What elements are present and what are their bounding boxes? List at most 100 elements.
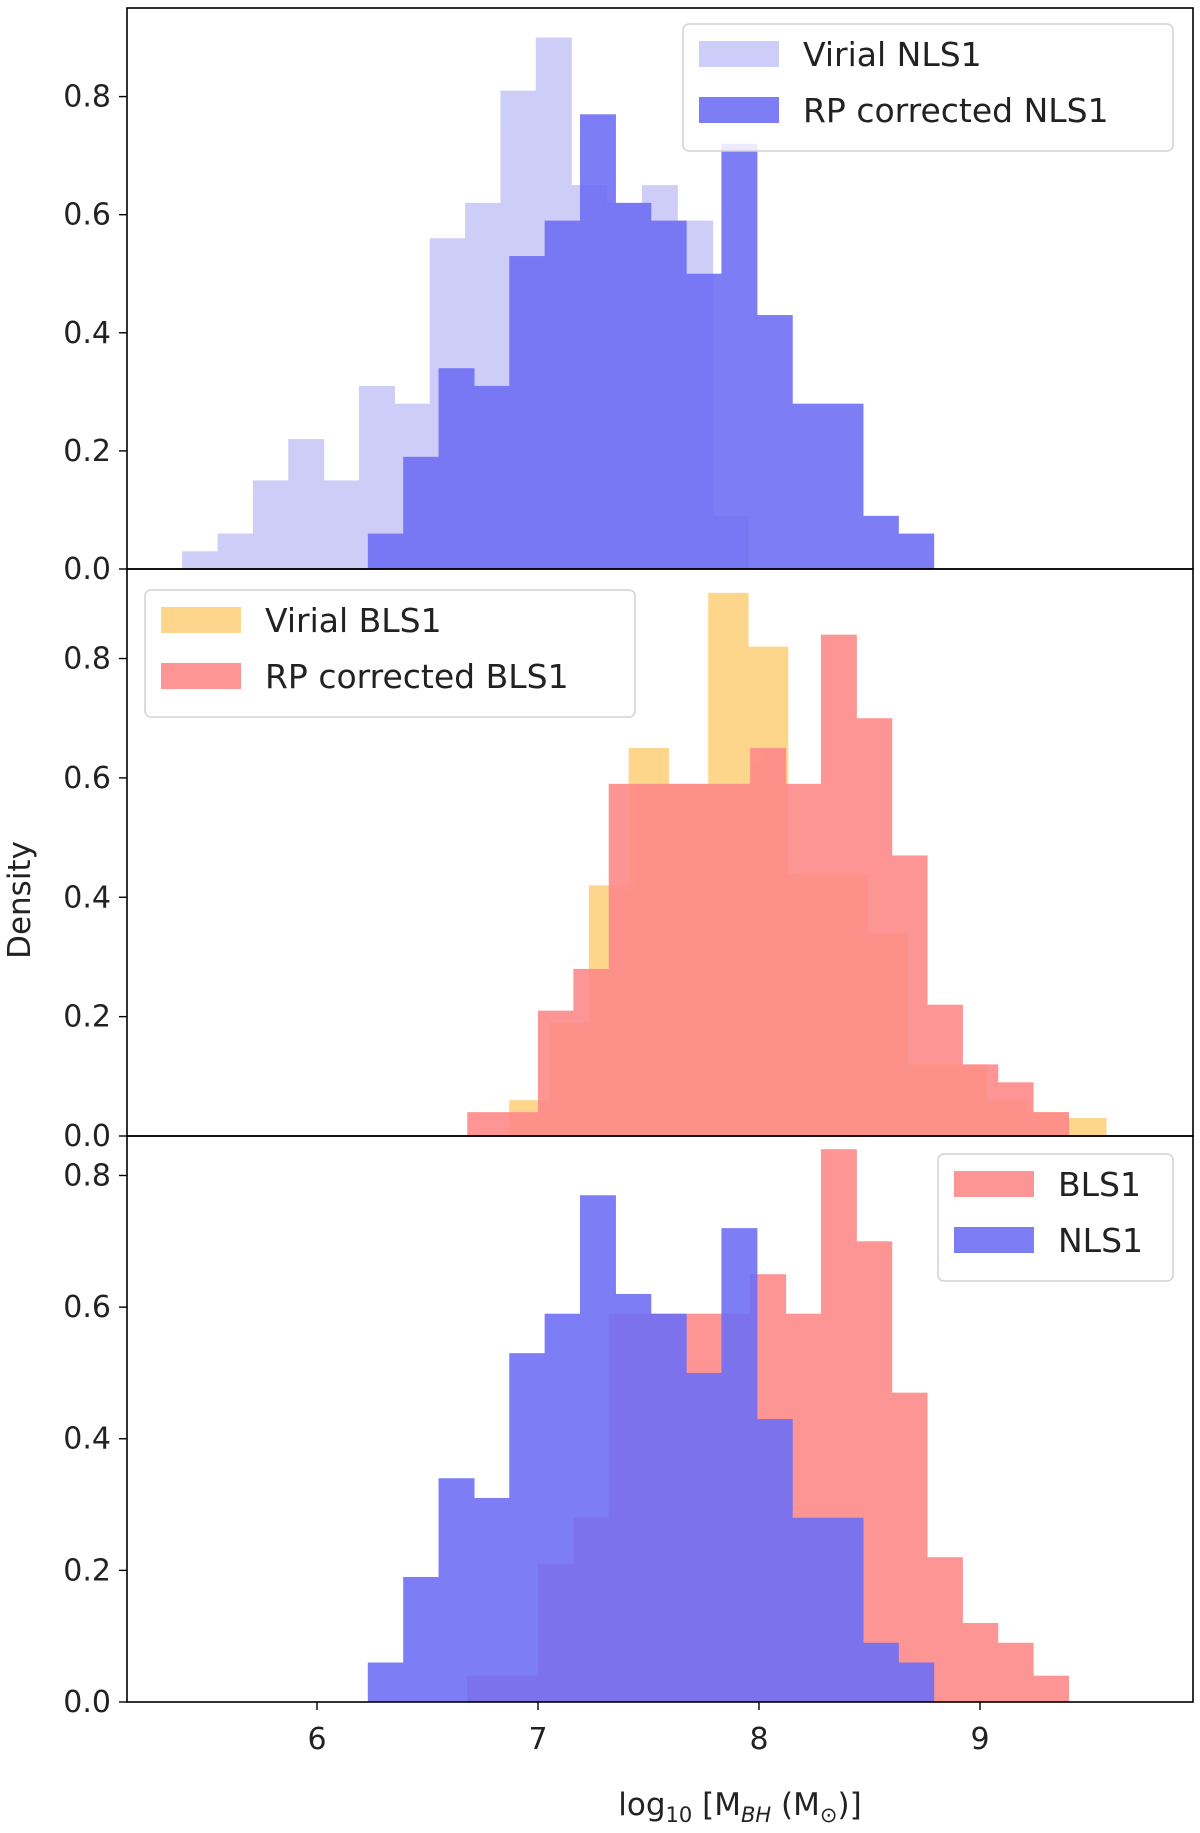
y-ticks: 0.0 0.2 0.4 0.6 0.8 [63,80,127,587]
y-tick-label: 0.6 [63,1290,111,1325]
y-tick-label: 0.8 [63,642,111,677]
bar [792,1517,829,1702]
bar [608,783,645,1136]
bar [827,403,864,569]
y-tick-label: 0.8 [63,80,111,115]
legend-frame [682,23,1174,152]
bar [650,1313,687,1702]
x-tick-label: 6 [307,1722,326,1757]
legend-swatch [954,1171,1034,1197]
bar [217,533,254,569]
legend-label: RP corrected BLS1 [265,657,569,696]
y-tick-label: 0.4 [63,880,111,915]
bar [438,1478,475,1702]
y-tick-label: 0.0 [63,1119,111,1154]
y-tick-label: 0.4 [63,316,111,351]
bar [615,1293,652,1702]
panel-bottom: 0.0 0.2 0.4 0.6 0.8 BLS1 NLS1 [63,1135,1194,1720]
bar [438,368,475,569]
bar [538,1010,574,1136]
bar [785,783,822,1136]
bar [926,1004,963,1136]
bar [891,855,928,1136]
bar [898,1662,935,1702]
legend: Virial BLS1 RP corrected BLS1 [144,589,636,718]
panel-middle: 0.0 0.2 0.4 0.6 0.8 Virial BLS1 RP corrected B… [63,568,1194,1154]
bar [367,533,404,569]
bar [615,202,652,569]
bar [721,1228,758,1702]
bar [756,1419,793,1702]
legend: BLS1 NLS1 [937,1153,1174,1282]
y-tick-label: 0.2 [63,434,111,469]
bar [650,220,687,569]
bar [686,1372,723,1702]
bar [1033,1112,1069,1136]
bar [502,1112,539,1136]
y-tick-label: 0.2 [63,1000,111,1035]
y-tick-label: 0.6 [63,198,111,233]
legend: Virial NLS1 RP corrected NLS1 [682,23,1174,152]
bar [898,533,935,569]
bar [962,1064,999,1136]
bar [997,1082,1034,1136]
series-1 [367,114,935,569]
legend-label: Virial BLS1 [265,601,442,640]
bar [644,783,681,1136]
y-ticks: 0.0 0.2 0.4 0.6 0.8 [63,642,127,1154]
y-tick-label: 0.0 [63,552,111,587]
bar [862,515,899,569]
bar [862,1642,899,1702]
bar [509,1353,546,1702]
legend-swatch [954,1227,1034,1253]
y-tick-label: 0.8 [63,1158,111,1193]
bar [252,480,289,569]
legend-frame [144,589,636,718]
x-tick-label: 7 [528,1722,547,1757]
bar [473,385,510,569]
bar [182,551,219,569]
bar [403,456,440,569]
bar [721,143,758,569]
x-axis-label: log10 [MBH (M⊙)] [618,1787,861,1827]
bar [509,256,546,569]
bar [997,1642,1034,1702]
bar [367,1662,404,1702]
y-tick-label: 0.2 [63,1553,111,1588]
x-tick-label: 9 [970,1722,989,1757]
x-tick-label: 8 [749,1722,768,1757]
y-tick-label: 0.4 [63,1422,111,1457]
bar [686,273,723,569]
bar [573,968,610,1136]
bar [827,1517,864,1702]
bar [856,718,893,1136]
series-1 [367,1195,935,1702]
legend-label: BLS1 [1058,1165,1141,1204]
y-tick-label: 0.6 [63,761,111,796]
bar [756,315,793,569]
legend-label: NLS1 [1058,1221,1143,1260]
bar [750,748,787,1136]
bar [1066,1118,1107,1136]
bar [288,439,325,569]
bar [403,1576,440,1702]
legend-swatch [699,97,779,123]
bar [467,1112,504,1136]
legend-swatch [161,607,241,633]
series-1 [467,634,1069,1136]
bar [473,1497,510,1702]
panel-top: 0.0 0.2 0.4 0.6 0.8 Virial NLS1 RP corrected N… [63,7,1194,587]
bar [579,114,616,569]
bar [962,1623,999,1702]
bar [820,634,857,1136]
legend-label: RP corrected NLS1 [803,91,1109,130]
x-ticks: 6 7 8 9 [307,1702,990,1757]
bar [792,403,829,569]
legend-swatch [699,41,779,67]
y-tick-label: 0.0 [63,1685,111,1720]
bar [679,783,716,1136]
legend-swatch [161,663,241,689]
legend-label: Virial NLS1 [803,35,982,74]
bar [544,1313,581,1702]
